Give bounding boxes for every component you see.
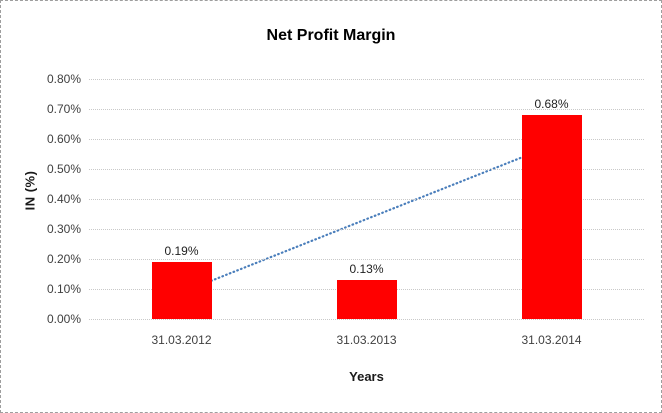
y-tick-label: 0.00%: [46, 312, 81, 326]
gridline: [89, 319, 644, 320]
y-tick-label: 0.80%: [46, 72, 81, 86]
gridline: [89, 139, 644, 140]
plot-area: 0.19% 0.13% 0.68%: [89, 79, 644, 320]
x-axis-title: Years: [349, 369, 384, 384]
gridline: [89, 229, 644, 230]
data-label: 0.19%: [164, 244, 199, 258]
y-tick-label: 0.10%: [46, 282, 81, 296]
y-tick-label: 0.40%: [46, 192, 81, 206]
gridline: [89, 109, 644, 110]
y-tick-label: 0.20%: [46, 252, 81, 266]
gridline: [89, 79, 644, 80]
gridline: [89, 169, 644, 170]
chart-title: Net Profit Margin: [266, 27, 396, 44]
x-tick-label: 31.03.2014: [521, 333, 582, 347]
bar: [521, 115, 582, 319]
y-tick-label: 0.70%: [46, 102, 81, 116]
data-label: 0.68%: [534, 97, 569, 111]
bar: [336, 280, 397, 319]
x-tick-label: 31.03.2013: [336, 333, 397, 347]
trendline: [180, 144, 553, 294]
x-tick-label: 31.03.2012: [151, 333, 212, 347]
data-label: 0.13%: [349, 262, 384, 276]
y-tick-label: 0.30%: [46, 222, 81, 236]
gridline: [89, 259, 644, 260]
y-tick-label: 0.50%: [46, 162, 81, 176]
y-tick-label: 0.60%: [46, 132, 81, 146]
gridline: [89, 199, 644, 200]
trendline-segment: [180, 144, 553, 294]
bar: [151, 262, 212, 319]
